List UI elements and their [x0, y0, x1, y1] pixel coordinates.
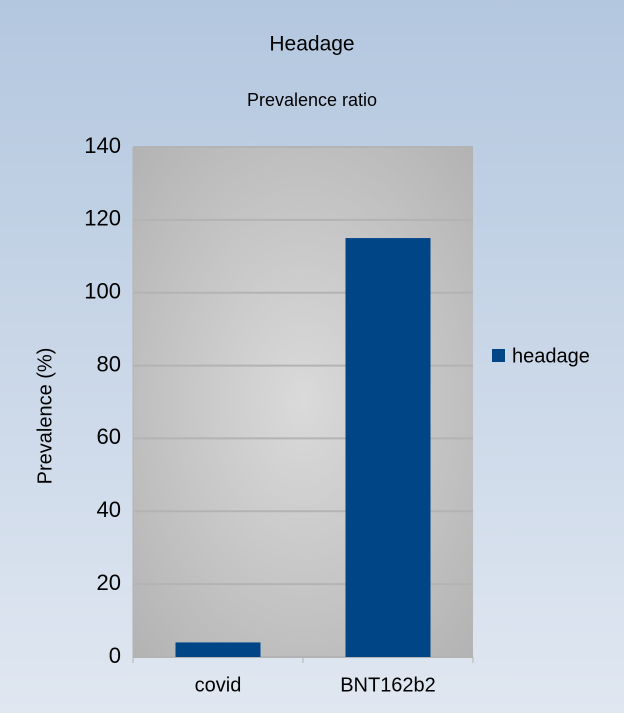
x-tick-label: BNT162b2	[340, 674, 436, 696]
bar	[175, 642, 261, 657]
y-tick-label: 80	[97, 351, 121, 376]
legend-label: headage	[512, 345, 590, 367]
chart-subtitle: Prevalence ratio	[247, 90, 377, 110]
legend-swatch	[492, 349, 505, 362]
y-tick-label: 0	[109, 643, 121, 668]
bar	[345, 238, 431, 658]
y-tick-label: 20	[97, 570, 121, 595]
y-tick-label: 120	[84, 206, 121, 231]
x-tick-label: covid	[195, 674, 242, 696]
y-tick-label: 60	[97, 424, 121, 449]
chart-title: Headage	[269, 33, 354, 56]
y-tick-label: 140	[84, 133, 121, 158]
y-tick-label: 100	[84, 279, 121, 304]
y-axis-label: Prevalence (%)	[34, 348, 56, 485]
y-tick-label: 40	[97, 497, 121, 522]
